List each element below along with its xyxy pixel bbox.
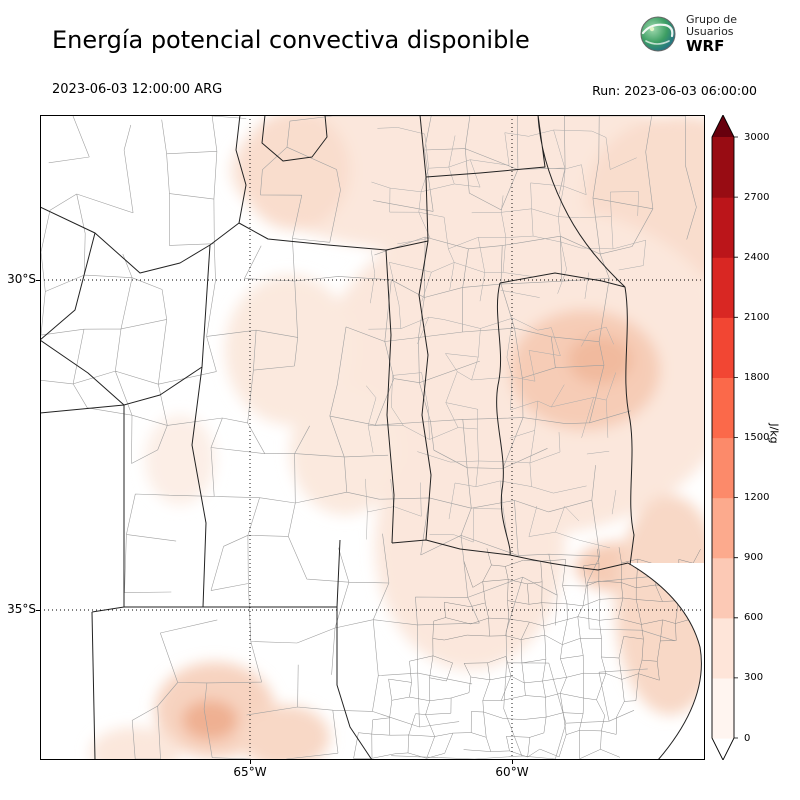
colorbar-segment xyxy=(712,197,734,258)
graticule xyxy=(40,115,705,760)
logo-org-line2: Usuarios xyxy=(686,24,734,38)
colorbar-under-arrow xyxy=(712,738,734,760)
colorbar-segment xyxy=(712,437,734,499)
colorbar-segment xyxy=(712,377,734,439)
logo-org-line1: Grupo de xyxy=(686,12,737,26)
colorbar-tick-label: 3000 xyxy=(744,131,770,143)
colorbar-tick-label: 1800 xyxy=(744,371,770,383)
logo-org-line3: WRF xyxy=(686,36,725,55)
cape-shading-layer xyxy=(90,115,705,760)
colorbar-segment xyxy=(712,617,734,679)
page-title: Energía potencial convectiva disponible xyxy=(52,26,530,54)
colorbar-tick-label: 1200 xyxy=(744,492,770,504)
colorbar-segment xyxy=(712,317,734,378)
colorbar-segment xyxy=(712,137,734,198)
map-border xyxy=(40,115,705,760)
x-tick-60w xyxy=(512,760,513,764)
colorbar-tick-label: 2700 xyxy=(744,191,770,203)
colorbar-ticks xyxy=(734,136,738,739)
colorbar-tick-label: 600 xyxy=(744,612,764,624)
y-tick-30s xyxy=(36,280,40,281)
lat-label-30s: 30°S xyxy=(7,272,36,286)
province-borders xyxy=(40,115,635,760)
lon-label-65w: 65°W xyxy=(233,765,267,779)
colorbar: 0 300 600 900 1200 1500 1800 2100 2400 2700 3000 J… xyxy=(706,113,800,762)
department-borders xyxy=(40,115,697,760)
colorbar-segment xyxy=(712,557,734,619)
coastline xyxy=(627,562,702,760)
department-borders-buenosaires xyxy=(353,547,701,760)
colorbar-tick-label: 2100 xyxy=(744,311,770,323)
valid-time-label: 2023-06-03 12:00:00 ARG xyxy=(52,82,223,97)
lon-label-60w: 60°W xyxy=(495,765,529,779)
colorbar-tick-label: 0 xyxy=(744,732,751,744)
colorbar-scale xyxy=(711,113,738,762)
weather-map xyxy=(40,115,705,760)
ocean xyxy=(628,563,705,760)
colorbar-over-arrow xyxy=(712,115,734,137)
wrf-logo: Grupo de Usuarios WRF xyxy=(636,12,737,56)
colorbar-segment xyxy=(712,497,734,559)
run-time-label: Run: 2023-06-03 06:00:00 xyxy=(592,83,757,98)
x-tick-65w xyxy=(250,760,251,764)
boundary-lines xyxy=(40,115,697,760)
colorbar-unit-label: J/kg xyxy=(767,423,781,444)
colorbar-segment xyxy=(712,677,734,739)
logo-globe-icon xyxy=(640,16,676,52)
colorbar-tick-label: 2400 xyxy=(744,251,770,263)
colorbar-segment xyxy=(712,257,734,318)
colorbar-tick-label: 900 xyxy=(744,552,764,564)
colorbar-tick-label: 300 xyxy=(744,672,764,684)
map-canvas xyxy=(40,115,705,760)
lat-label-35s: 35°S xyxy=(7,602,36,616)
boundary-lines xyxy=(353,547,701,760)
y-tick-35s xyxy=(36,610,40,611)
colorbar-tick-label: 1500 xyxy=(744,432,770,443)
